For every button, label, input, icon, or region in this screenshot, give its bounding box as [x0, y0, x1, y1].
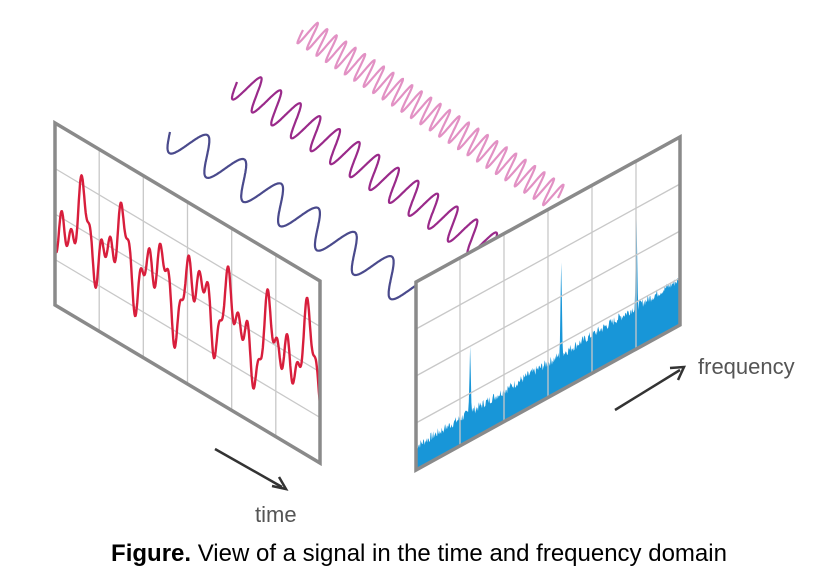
grid-line — [54, 213, 321, 373]
caption-label: Figure. — [111, 540, 192, 567]
grid-line — [415, 183, 681, 330]
grid-line — [54, 258, 321, 419]
time-panel-grid — [54, 149, 321, 437]
high-frequency-component-wave — [296, 21, 565, 207]
figure-caption: Figure. View of a signal in the time and… — [0, 540, 838, 568]
mid-frequency-component-wave — [230, 76, 499, 256]
frequency-arrow — [614, 365, 687, 412]
time-domain-panel — [53, 119, 322, 467]
frequency-axis-label: frequency — [698, 354, 795, 379]
grid-line — [415, 230, 681, 377]
time-panel-frame — [53, 119, 322, 467]
time-axis-label: time — [255, 502, 297, 527]
grid-line — [415, 277, 681, 424]
frequency-panel-grid — [415, 161, 681, 446]
caption-text: View of a signal in the time and frequen… — [191, 540, 727, 567]
time-arrow — [214, 447, 289, 491]
frequency-domain-panel — [414, 134, 682, 473]
frequency-spectrum — [416, 213, 680, 470]
grid-line — [54, 167, 321, 328]
low-frequency-component-wave — [166, 131, 432, 303]
frequency-panel-frame — [414, 134, 682, 473]
time-domain-signal — [53, 174, 322, 405]
